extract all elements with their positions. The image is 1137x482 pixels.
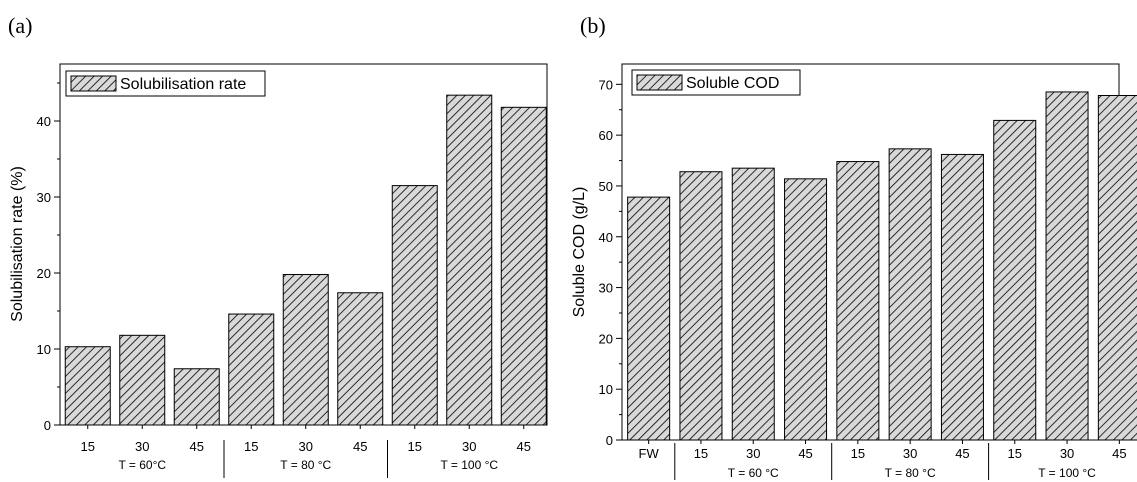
x-tick-label: 45 (517, 439, 531, 454)
bar (282, 274, 329, 426)
chart-panel-b: (b) 0 10 20 30 40 50 60 70 FW 15 30 45 15 30 45 15 30 45… (571, 13, 1137, 480)
bar (1097, 95, 1137, 441)
bars-a (64, 94, 547, 426)
x-tick-label: 30 (135, 439, 149, 454)
x-tick-label: 15 (244, 439, 258, 454)
x-tick-label: 15 (851, 446, 865, 461)
x-tick-label: 45 (190, 439, 204, 454)
y-tick-label: 10 (599, 382, 613, 397)
legend-b: Soluble COD (631, 69, 801, 96)
bar (888, 148, 932, 441)
x-tick-label: 30 (1060, 446, 1074, 461)
bar (940, 153, 984, 441)
x-tick-label: 30 (462, 439, 476, 454)
x-tick-label: 15 (1008, 446, 1022, 461)
bar (446, 94, 493, 426)
y-tick-label: 40 (37, 114, 51, 129)
bar (337, 292, 384, 426)
y-axis-title-b: Soluble COD (g/L) (571, 187, 588, 318)
x-tick-label: 15 (694, 446, 708, 461)
panel-b-label: (b) (580, 13, 606, 38)
x-tick-label: 30 (746, 446, 760, 461)
bar (679, 171, 723, 441)
y-axis-title-a: Solubilisation rate (%) (9, 166, 26, 322)
bar (64, 346, 111, 426)
legend-swatch-b (636, 74, 683, 91)
x-tick-label: 45 (1112, 446, 1126, 461)
y-tick-label: 60 (599, 128, 613, 143)
x-tick-label: 15 (81, 439, 95, 454)
y-tick-label: 50 (599, 179, 613, 194)
legend-a: Solubilisation rate (65, 70, 266, 97)
x-axis-a: 15 30 45 15 30 45 15 30 45 T = 60°C T = 80 °C T = 1… (81, 425, 531, 478)
legend-swatch-a (70, 75, 117, 92)
panel-a-label: (a) (8, 13, 32, 38)
bar (731, 167, 775, 441)
bar (391, 185, 438, 426)
x-tick-label: FW (639, 446, 660, 461)
y-axis-b: 0 10 20 30 40 50 60 70 (599, 77, 622, 448)
group-label: T = 60°C (118, 458, 166, 472)
x-tick-label: 45 (353, 439, 367, 454)
group-label: T = 100 °C (1038, 466, 1096, 480)
x-tick-label: 15 (408, 439, 422, 454)
y-tick-label: 20 (37, 266, 51, 281)
y-axis-a: 0 10 20 30 40 (37, 82, 60, 433)
x-axis-b: FW 15 30 45 15 30 45 15 30 45 T = 60 °C T = 80 °C T … (639, 440, 1127, 480)
bar (627, 196, 671, 441)
bar (836, 161, 880, 441)
y-tick-label: 20 (599, 331, 613, 346)
y-tick-label: 0 (606, 433, 613, 448)
x-tick-label: 45 (798, 446, 812, 461)
bar (173, 368, 220, 426)
group-label: T = 100 °C (440, 458, 498, 472)
bar (500, 106, 547, 426)
y-tick-label: 30 (37, 190, 51, 205)
y-tick-label: 70 (599, 77, 613, 92)
y-tick-label: 30 (599, 281, 613, 296)
group-label: T = 80 °C (885, 466, 936, 480)
bar (1045, 91, 1089, 441)
group-label: T = 80 °C (280, 458, 331, 472)
bar (119, 334, 166, 426)
legend-label-a: Solubilisation rate (120, 76, 246, 93)
x-tick-label: 30 (903, 446, 917, 461)
bars-b (627, 91, 1137, 441)
y-tick-label: 0 (44, 418, 51, 433)
bar (993, 119, 1037, 441)
x-tick-label: 30 (299, 439, 313, 454)
x-tick-label: 45 (955, 446, 969, 461)
chart-panel-a: (a) 0 10 20 30 40 15 30 45 15 30 45 15 30 45 T = 60°C… (8, 13, 548, 478)
legend-label-b: Soluble COD (686, 75, 779, 92)
group-label: T = 60 °C (728, 466, 779, 480)
y-tick-label: 40 (599, 230, 613, 245)
bar (228, 313, 275, 426)
y-tick-label: 10 (37, 342, 51, 357)
bar (784, 178, 828, 441)
